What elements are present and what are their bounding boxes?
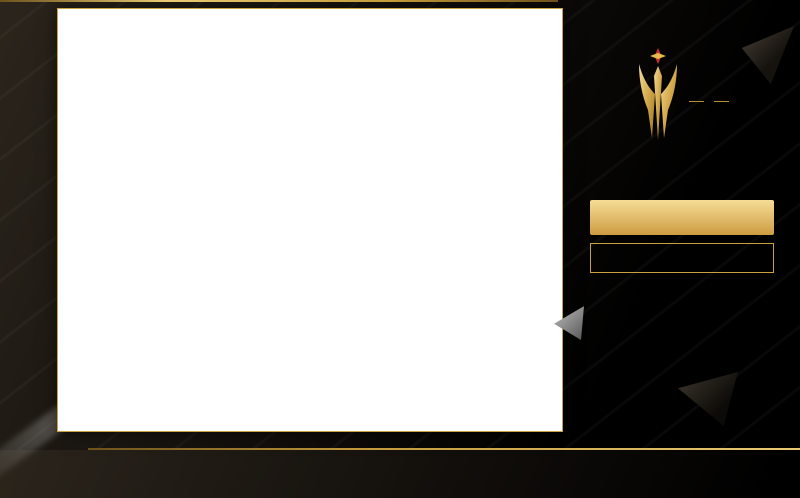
trophy-star-gold: [650, 53, 666, 59]
panel-a: [60, 13, 311, 221]
category-badge: [589, 200, 774, 235]
award-logo-text: [689, 90, 729, 102]
figure-card: [57, 8, 563, 432]
panel-b: [311, 13, 562, 221]
trophy-stem: [654, 66, 662, 140]
panel-d: [311, 221, 562, 429]
gold-line-top: [0, 0, 558, 2]
trophy-icon: [639, 48, 677, 140]
gold-line-bottom: [88, 448, 800, 450]
trophy-right-wing: [661, 64, 677, 138]
award-subtitle: [689, 101, 729, 102]
award-panel: [563, 0, 800, 450]
award-logo: [634, 48, 729, 144]
dash-right-icon: [714, 101, 729, 102]
panel-c: [60, 221, 311, 429]
list-label: [589, 243, 774, 273]
dash-left-icon: [689, 101, 704, 102]
trophy-left-wing: [639, 64, 655, 138]
